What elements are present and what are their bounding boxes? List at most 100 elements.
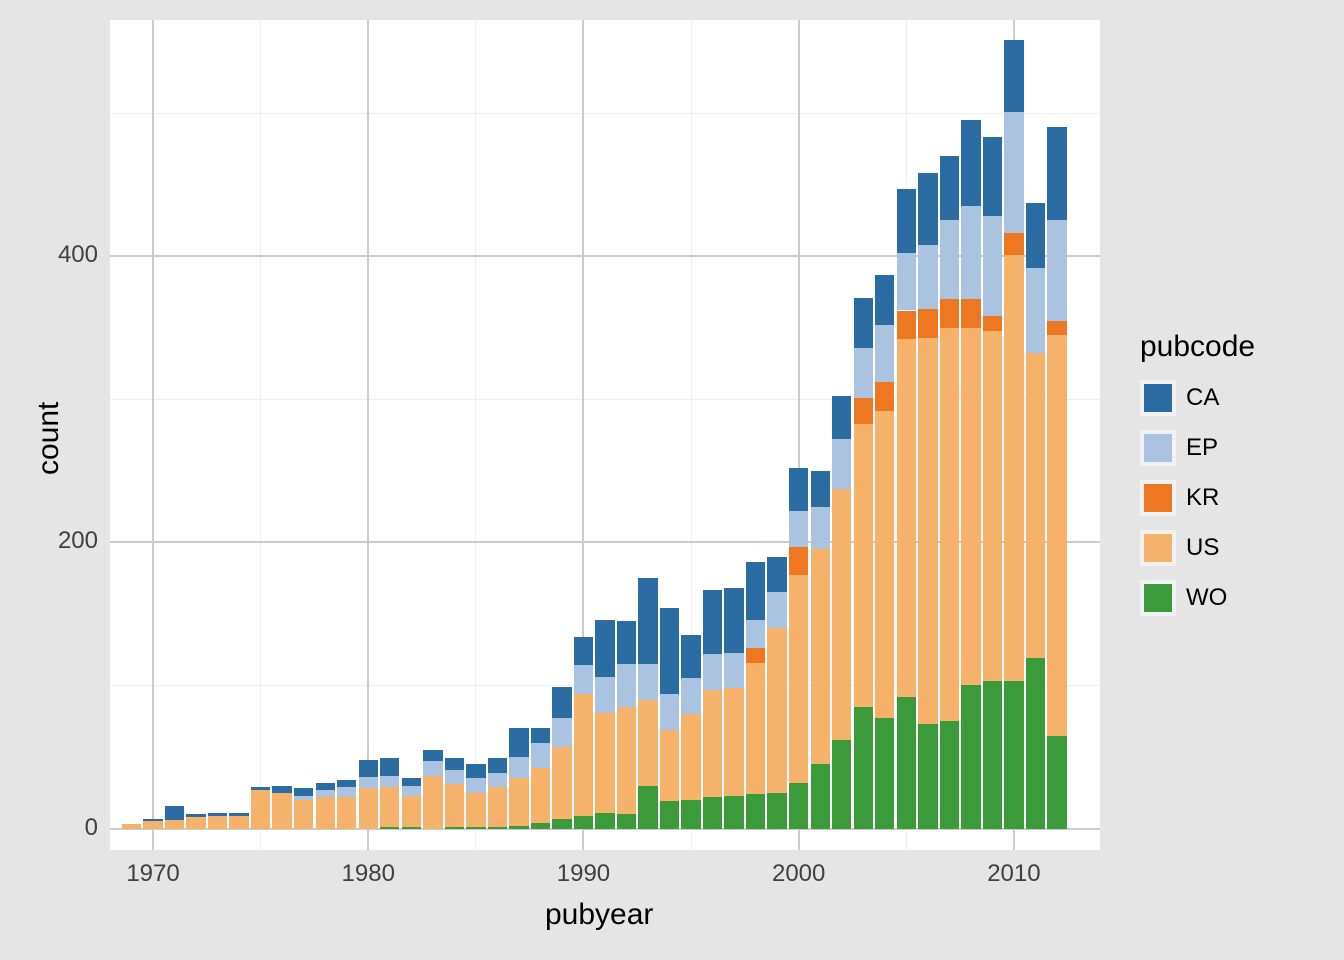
- bar-segment: [983, 316, 1002, 330]
- bar-segment: [316, 797, 335, 828]
- bar-segment: [272, 786, 291, 793]
- bar-segment: [961, 328, 980, 686]
- bar-segment: [143, 821, 162, 828]
- bar-segment: [380, 758, 399, 775]
- x-tick-label: 1980: [338, 860, 398, 888]
- bar-segment: [897, 253, 916, 310]
- bar-segment: [445, 827, 464, 828]
- gridline-x-minor: [260, 20, 261, 850]
- bar-segment: [337, 787, 356, 797]
- bar-segment: [402, 827, 421, 828]
- bar-segment: [681, 678, 700, 714]
- bar-segment: [789, 783, 808, 829]
- x-tick-label: 1970: [123, 860, 183, 888]
- bar-segment: [703, 797, 722, 828]
- bar-segment: [1004, 112, 1023, 234]
- bar-segment: [703, 590, 722, 654]
- bar-segment: [811, 549, 830, 764]
- bar-segment: [423, 750, 442, 761]
- y-tick-label: 0: [85, 814, 98, 842]
- bar-segment: [918, 173, 937, 245]
- bar-segment: [316, 783, 335, 790]
- bar-segment: [574, 637, 593, 666]
- bar-segment: [1026, 268, 1045, 354]
- bar-segment: [595, 713, 614, 813]
- bar-segment: [1047, 220, 1066, 320]
- bar-segment: [359, 760, 378, 777]
- bar-segment: [875, 382, 894, 411]
- legend-label: KR: [1186, 480, 1219, 516]
- bar-segment: [811, 471, 830, 507]
- bar-segment: [961, 299, 980, 328]
- bar-segment: [552, 687, 571, 718]
- bar-segment: [789, 575, 808, 783]
- bar-segment: [574, 665, 593, 694]
- bar-segment: [940, 721, 959, 828]
- bar-segment: [724, 688, 743, 795]
- bar-segment: [122, 824, 141, 828]
- bar-segment: [767, 592, 786, 628]
- bar-segment: [531, 728, 550, 742]
- bar-segment: [854, 707, 873, 829]
- bar-segment: [767, 793, 786, 829]
- bar-segment: [337, 797, 356, 828]
- bar-segment: [638, 578, 657, 664]
- bar-segment: [380, 776, 399, 787]
- bar-segment: [402, 778, 421, 785]
- bar-segment: [186, 817, 205, 828]
- bar-segment: [940, 156, 959, 220]
- bar-segment: [875, 275, 894, 325]
- legend-swatch: [1144, 484, 1172, 512]
- bar-segment: [897, 311, 916, 340]
- bar-segment: [1026, 203, 1045, 267]
- bar-segment: [229, 813, 248, 816]
- bar-segment: [854, 424, 873, 707]
- bar-segment: [552, 747, 571, 819]
- bar-segment: [832, 439, 851, 489]
- legend-label: CA: [1186, 380, 1219, 416]
- bar-segment: [1004, 40, 1023, 112]
- bar-segment: [681, 714, 700, 800]
- bar-segment: [854, 348, 873, 398]
- bar-segment: [961, 685, 980, 828]
- bar-segment: [488, 773, 507, 787]
- legend-key: [1140, 480, 1176, 516]
- bar-segment: [897, 189, 916, 253]
- x-tick-label: 2000: [769, 860, 829, 888]
- bar-segment: [638, 664, 657, 700]
- bar-segment: [574, 816, 593, 829]
- bar-segment: [466, 793, 485, 827]
- bar-segment: [983, 331, 1002, 682]
- bar-segment: [316, 790, 335, 797]
- bar-segment: [423, 761, 442, 775]
- bar-segment: [638, 700, 657, 786]
- y-tick-label: 400: [58, 241, 98, 269]
- bar-segment: [294, 788, 313, 795]
- bar-segment: [660, 801, 679, 828]
- bar-segment: [445, 758, 464, 769]
- bar-segment: [509, 826, 528, 829]
- legend-label: WO: [1186, 580, 1227, 616]
- bar-segment: [638, 786, 657, 829]
- legend-label: US: [1186, 530, 1219, 566]
- bar-segment: [552, 718, 571, 747]
- bar-segment: [961, 120, 980, 206]
- bar-segment: [854, 298, 873, 348]
- bar-segment: [337, 780, 356, 787]
- bar-segment: [940, 299, 959, 328]
- legend-label: EP: [1186, 430, 1218, 466]
- bar-segment: [897, 697, 916, 829]
- bar-segment: [251, 787, 270, 790]
- bar-segment: [1047, 736, 1066, 829]
- bar-segment: [940, 220, 959, 299]
- bar-segment: [595, 677, 614, 713]
- bar-segment: [402, 786, 421, 796]
- bar-segment: [1047, 335, 1066, 736]
- bar-segment: [617, 621, 636, 664]
- bar-segment: [918, 245, 937, 309]
- legend-key: [1140, 530, 1176, 566]
- bar-segment: [1004, 233, 1023, 254]
- legend-key: [1140, 380, 1176, 416]
- bar-segment: [466, 764, 485, 778]
- bar-segment: [186, 814, 205, 817]
